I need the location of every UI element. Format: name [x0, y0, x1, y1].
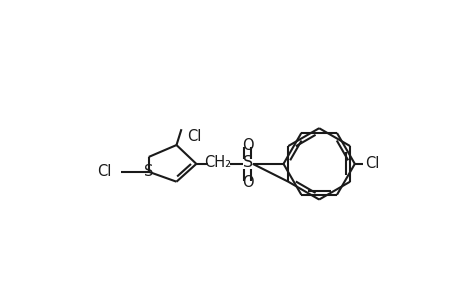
Text: Cl: Cl [187, 129, 202, 144]
Text: O: O [241, 138, 253, 153]
Text: CH₂: CH₂ [204, 155, 231, 170]
Text: S: S [144, 164, 153, 179]
Text: O: O [241, 175, 253, 190]
Text: S: S [242, 155, 252, 170]
Text: Cl: Cl [364, 156, 378, 171]
Text: Cl: Cl [96, 164, 111, 179]
